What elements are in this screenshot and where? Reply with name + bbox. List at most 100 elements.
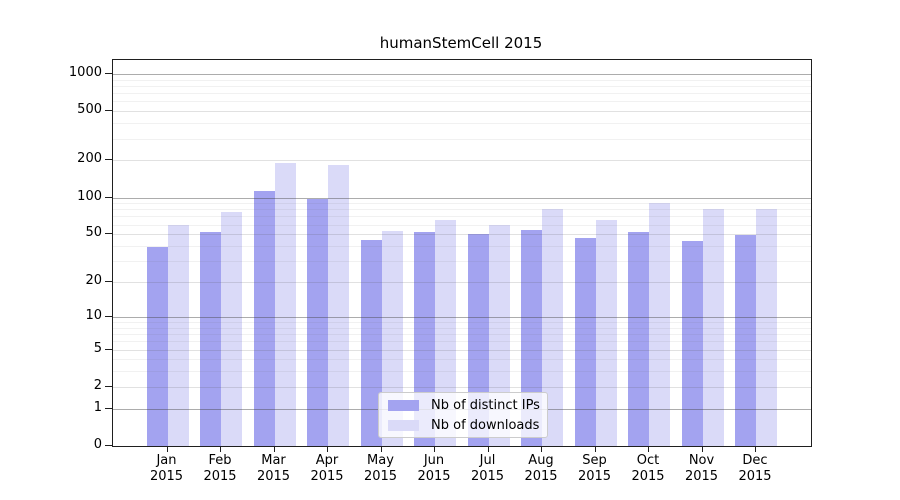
y-tick-label-500: 500 xyxy=(77,102,102,118)
bar-downloads-jun xyxy=(435,220,456,446)
gridline-minor-30 xyxy=(113,261,811,263)
x-tick-jun xyxy=(434,446,435,452)
gridline-10 xyxy=(113,316,811,318)
x-tick-may xyxy=(380,446,382,452)
gridline-minor-60 xyxy=(113,224,811,226)
y-tick-500 xyxy=(105,110,112,112)
plot-area xyxy=(112,59,812,447)
gridline-minor-6 xyxy=(113,341,811,343)
gridline-minor-80 xyxy=(113,209,811,211)
bar-distinct-ips-jan xyxy=(146,247,168,446)
gridline-minor-600 xyxy=(113,101,811,103)
y-tick-label-5: 5 xyxy=(93,340,102,356)
gridline-minor-70 xyxy=(113,216,811,218)
y-tick-0 xyxy=(105,445,112,446)
gridline-minor-90 xyxy=(113,203,811,205)
y-tick-label-1: 1 xyxy=(93,399,102,415)
x-tick-sep xyxy=(594,446,596,452)
y-tick-20 xyxy=(105,281,112,282)
bar-downloads-jan xyxy=(167,224,189,446)
gridline-minor-7 xyxy=(113,334,811,335)
y-tick-label-20: 20 xyxy=(85,273,102,288)
y-tick-label-0: 0 xyxy=(93,437,102,452)
bar-distinct-ips-apr xyxy=(307,198,328,446)
x-tick-apr xyxy=(327,446,328,452)
y-tick-label-2: 2 xyxy=(93,377,102,393)
bar-distinct-ips-dec xyxy=(735,235,756,446)
legend-label-downloads: Nb of downloads xyxy=(431,417,540,433)
bar-downloads-oct xyxy=(649,203,670,446)
bar-distinct-ips-may xyxy=(360,239,382,446)
x-tick-label-aug: Aug 2015 xyxy=(524,453,558,484)
gridline-2 xyxy=(113,386,811,388)
bar-downloads-jul xyxy=(488,224,510,446)
bar-distinct-ips-feb xyxy=(200,232,221,446)
y-tick-label-50: 50 xyxy=(85,225,102,241)
y-tick-label-200: 200 xyxy=(77,151,102,167)
gridline-5 xyxy=(113,349,811,351)
gridline-20 xyxy=(113,282,811,283)
legend-label-distinct-ips: Nb of distinct IPs xyxy=(431,397,540,413)
y-tick-1000 xyxy=(105,72,112,74)
gridline-minor-8 xyxy=(113,327,811,329)
gridline-50 xyxy=(113,234,811,236)
x-tick-nov xyxy=(701,446,703,452)
gridline-minor-800 xyxy=(113,85,811,87)
x-tick-aug xyxy=(541,446,542,452)
bar-downloads-aug xyxy=(542,208,563,446)
legend: Nb of distinct IPs Nb of downloads xyxy=(378,392,548,438)
x-tick-mar xyxy=(273,446,275,452)
legend-row-distinct-ips: Nb of distinct IPs xyxy=(388,398,547,413)
gridline-200 xyxy=(113,160,811,162)
x-tick-label-sep: Sep 2015 xyxy=(577,453,612,484)
y-tick-label-100: 100 xyxy=(77,188,102,204)
gridline-minor-400 xyxy=(113,123,811,125)
y-tick-10 xyxy=(105,315,112,317)
bar-distinct-ips-sep xyxy=(574,237,596,446)
x-tick-label-may: May 2015 xyxy=(363,453,398,484)
bar-downloads-apr xyxy=(328,165,349,446)
gridline-minor-40 xyxy=(113,246,811,247)
y-tick-2 xyxy=(105,385,112,387)
x-tick-label-feb: Feb 2015 xyxy=(203,453,237,484)
bar-distinct-ips-nov xyxy=(681,241,703,446)
x-tick-jul xyxy=(487,446,489,452)
bar-downloads-sep xyxy=(595,219,617,446)
x-tick-label-jan: Jan 2015 xyxy=(149,453,184,484)
gridline-minor-4 xyxy=(113,359,811,361)
y-tick-100 xyxy=(105,196,112,198)
x-tick-label-apr: Apr 2015 xyxy=(310,453,344,484)
y-tick-label-1000: 1000 xyxy=(68,64,102,80)
x-tick-label-jul: Jul 2015 xyxy=(470,453,505,484)
legend-swatch-distinct-ips xyxy=(388,399,419,411)
y-tick-50 xyxy=(105,233,112,235)
bar-downloads-nov xyxy=(702,209,724,446)
bar-downloads-feb xyxy=(221,212,242,446)
x-tick-dec xyxy=(755,446,756,452)
gridline-100 xyxy=(113,197,811,199)
y-tick-label-10: 10 xyxy=(85,307,102,323)
y-tick-200 xyxy=(105,159,112,161)
gridline-minor-700 xyxy=(113,93,811,95)
x-tick-label-mar: Mar 2015 xyxy=(256,453,291,484)
legend-row-downloads: Nb of downloads xyxy=(388,418,547,433)
y-tick-1 xyxy=(105,407,112,409)
x-tick-label-oct: Oct 2015 xyxy=(631,453,665,484)
gridline-minor-3 xyxy=(113,371,811,373)
chart-title: humanStemCell 2015 xyxy=(379,34,543,52)
gridline-minor-900 xyxy=(113,79,811,81)
gridline-minor-9 xyxy=(113,322,811,323)
x-tick-oct xyxy=(648,446,649,452)
gridline-1000 xyxy=(113,73,811,75)
gridline-500 xyxy=(113,111,811,113)
y-tick-5 xyxy=(105,348,112,350)
bar-downloads-dec xyxy=(756,209,777,446)
x-tick-label-dec: Dec 2015 xyxy=(738,453,772,484)
bar-distinct-ips-oct xyxy=(628,232,649,446)
x-tick-label-jun: Jun 2015 xyxy=(417,453,451,484)
bar-distinct-ips-mar xyxy=(253,190,275,446)
gridline-minor-300 xyxy=(113,138,811,140)
bar-downloads-mar xyxy=(274,163,296,446)
x-tick-feb xyxy=(220,446,221,452)
